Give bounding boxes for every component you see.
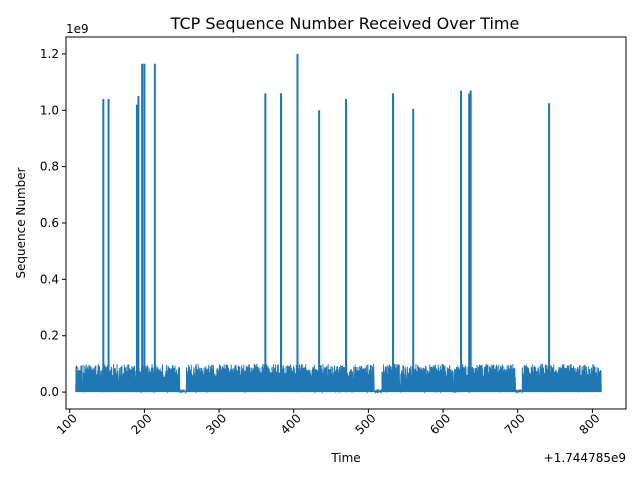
y-tick-label: 0.0 xyxy=(40,385,59,399)
y-tick-label: 0.6 xyxy=(40,216,59,230)
x-axis-label: Time xyxy=(330,451,360,465)
y-tick-label: 0.2 xyxy=(40,329,59,343)
chart-title: TCP Sequence Number Received Over Time xyxy=(170,14,520,33)
y-scale-label: 1e9 xyxy=(66,22,89,36)
series-layer xyxy=(75,53,602,394)
series-line xyxy=(75,363,602,394)
y-axis-label: Sequence Number xyxy=(14,167,28,278)
y-tick-label: 0.8 xyxy=(40,160,59,174)
y-axis: 0.0 0.2 0.4 0.6 0.8 1.0 1.2 xyxy=(40,47,66,399)
y-tick-label: 1.0 xyxy=(40,103,59,117)
y-tick-label: 1.2 xyxy=(40,47,59,61)
y-tick-label: 0.4 xyxy=(40,272,59,286)
plot-area xyxy=(65,36,627,410)
x-offset-label: +1.744785e9 xyxy=(544,451,626,465)
